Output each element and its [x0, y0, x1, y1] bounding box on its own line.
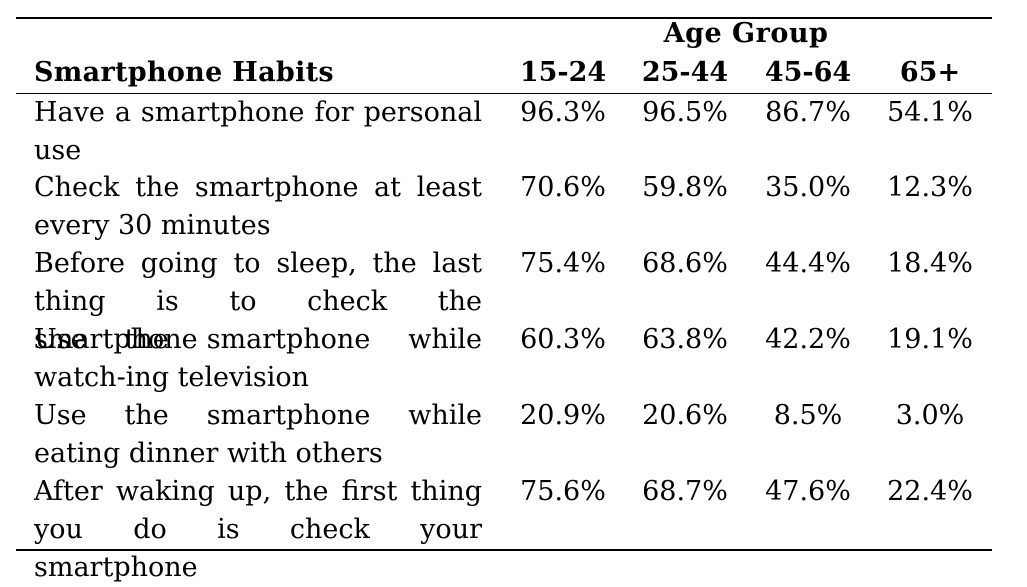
value-cell: 35.0% [765, 172, 851, 203]
value-cell: 18.4% [887, 248, 973, 279]
value-cell: 54.1% [887, 97, 973, 128]
value-cell: 19.1% [887, 324, 973, 355]
header-rule [16, 93, 992, 94]
value-cell: 68.6% [642, 248, 728, 279]
value-cell: 75.4% [520, 248, 606, 279]
column-header-15-24: 15-24 [519, 57, 607, 88]
value-cell: 63.8% [642, 324, 728, 355]
value-cell: 44.4% [765, 248, 851, 279]
value-cell: 42.2% [765, 324, 851, 355]
value-cell: 75.6% [520, 476, 606, 507]
habit-cell: Check the smartphone at least every 30 m… [34, 172, 482, 241]
value-cell: 47.6% [765, 476, 851, 507]
table-bottom-rule [16, 549, 992, 551]
value-cell: 20.6% [642, 400, 728, 431]
value-cell: 86.7% [765, 97, 851, 128]
habit-cell: Use the smartphone while watch-ing telev… [34, 324, 482, 393]
habit-cell: Have a smartphone for personal use [34, 97, 482, 166]
column-header-45-64: 45-64 [764, 57, 852, 88]
column-header-65-plus: 65+ [899, 57, 961, 88]
value-cell: 59.8% [642, 172, 728, 203]
table-top-rule [16, 17, 992, 19]
value-cell: 60.3% [520, 324, 606, 355]
value-cell: 8.5% [773, 400, 843, 431]
age-group-header: Age Group [663, 18, 829, 49]
value-cell: 68.7% [642, 476, 728, 507]
value-cell: 70.6% [520, 172, 606, 203]
value-cell: 12.3% [887, 172, 973, 203]
value-cell: 20.9% [520, 400, 606, 431]
habits-column-header: Smartphone Habits [34, 57, 334, 88]
value-cell: 96.5% [642, 97, 728, 128]
column-header-25-44: 25-44 [641, 57, 729, 88]
value-cell: 3.0% [895, 400, 965, 431]
habit-cell: Before going to sleep, the last thing is… [34, 248, 482, 355]
value-cell: 22.4% [887, 476, 973, 507]
value-cell: 96.3% [520, 97, 606, 128]
habit-cell: After waking up, the first thing you do … [34, 476, 482, 583]
habit-cell: Use the smartphone while eating dinner w… [34, 400, 482, 469]
